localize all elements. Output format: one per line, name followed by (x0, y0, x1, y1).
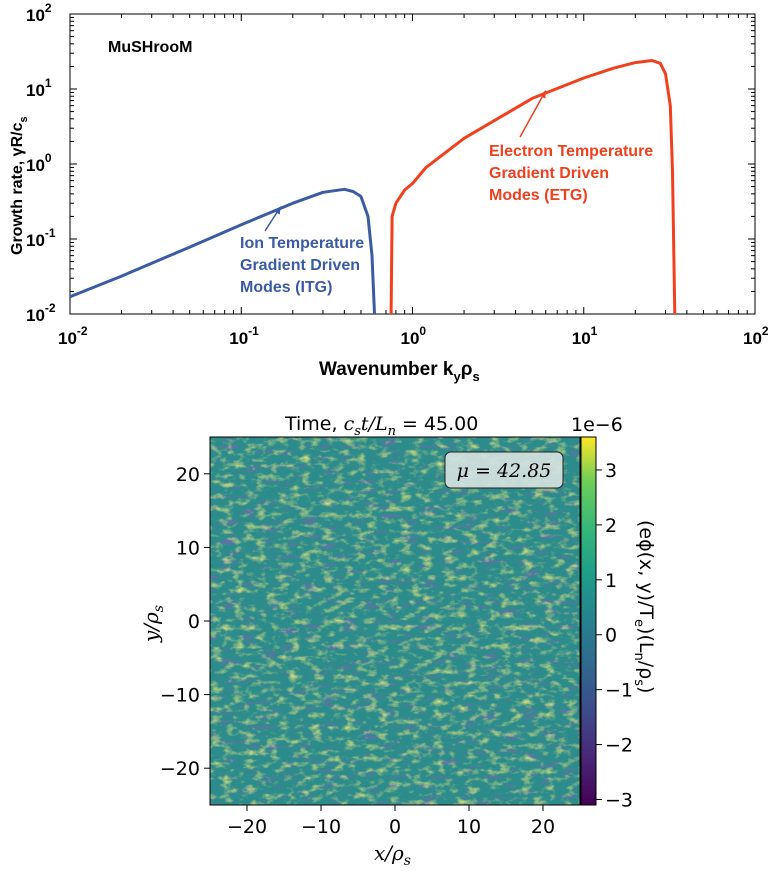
x-tick-label: 101 (572, 324, 598, 348)
annotation-text: Modes (ITG) (240, 279, 332, 296)
annotation-text: Gradient Driven (489, 165, 609, 182)
annotation-arrowhead (539, 90, 546, 99)
x-tick-label: 10-2 (58, 324, 88, 348)
heatmap-x-tick-label: 0 (389, 816, 401, 838)
x-axis-label: Wavenumber kyρs (319, 359, 480, 384)
y-tick-label: 101 (26, 76, 52, 100)
colorbar-tick-label: −2 (605, 735, 633, 757)
heatmap-x-tick-label: 10 (457, 816, 481, 838)
y-tick-label: 100 (26, 151, 52, 175)
potential-heatmap: Time, cst/Ln = 45.00 μ = 42.85 −20 −10 0 10… (139, 413, 657, 869)
heatmap-x-tick-label: −10 (301, 816, 341, 838)
colorbar-tick-label: 2 (605, 515, 617, 537)
heatmap-y-tick-label: 20 (176, 464, 200, 486)
annotation-text: Modes (ETG) (489, 187, 588, 204)
annotation-arrow (519, 90, 547, 138)
colorbar-label: (eϕ(x, y)/Te)(Ln/ρs) (631, 520, 657, 693)
heatmap-y-tick-label: 10 (176, 537, 200, 559)
colorbar-tick-label: −3 (605, 790, 633, 812)
colorbar (580, 436, 597, 806)
colorbar-tick-label: −1 (605, 680, 633, 702)
annotation-text: Ion Temperature (240, 235, 364, 252)
mean-legend-box (444, 451, 564, 489)
colorbar-tick-label: 0 (605, 625, 617, 647)
heatmap-x-tick-label: −20 (227, 816, 267, 838)
x-tick-label: 10-1 (229, 324, 259, 348)
series-line-2 (389, 59, 677, 314)
heatmap-axis-ticks: −20 −10 0 10 20 20 10 0 −10 −20 (160, 464, 555, 838)
heatmap-y-tick-label: −10 (160, 685, 200, 707)
y-tick-label: 102 (26, 1, 52, 25)
annotation-text: Electron Temperature (489, 143, 653, 160)
y-tick-label: 10-2 (26, 301, 56, 325)
colorbar-ticks: 3 2 1 0 −1 −2 −3 (596, 460, 633, 812)
colorbar-tick-label: 1 (605, 570, 617, 592)
y-tick-label: 10-1 (26, 226, 56, 250)
heatmap-texture (210, 437, 580, 805)
x-tick-label: 102 (743, 324, 768, 348)
colorbar-tick-label: 3 (605, 460, 617, 482)
series-group (70, 59, 677, 314)
annotations-group: Ion Temperature Gradient Driven Modes (ITG… (240, 90, 653, 296)
series-line-1 (70, 187, 376, 314)
y-axis-label: Growth rate, γR/cs (9, 116, 30, 255)
mean-legend-text: μ = 42.85 (457, 460, 552, 482)
heatmap-y-label: y/ρs (139, 605, 167, 643)
annotation-text: Gradient Driven (240, 257, 360, 274)
heatmap-y-tick-label: −20 (160, 758, 200, 780)
x-tick-label: 100 (401, 324, 427, 348)
annotation-arrowhead (273, 206, 281, 215)
heatmap-y-tick-label: 0 (188, 611, 200, 633)
plot-frame (69, 13, 756, 315)
colorbar-offset-text: 1e−6 (571, 414, 623, 436)
axis-ticks: 10-2 10-1 100 101 102 10-2 10-1 100 101 102 (26, 1, 768, 348)
heatmap-title: Time, cst/Ln = 45.00 (284, 413, 478, 439)
chart-top-left-label: MuSHrooM (108, 39, 192, 56)
growth-rate-chart: 10-2 10-1 100 101 102 10-2 10-1 100 101 102 Ion T… (9, 1, 768, 384)
heatmap-x-tick-label: 20 (531, 816, 555, 838)
heatmap-x-label: x/ρs (374, 841, 411, 869)
